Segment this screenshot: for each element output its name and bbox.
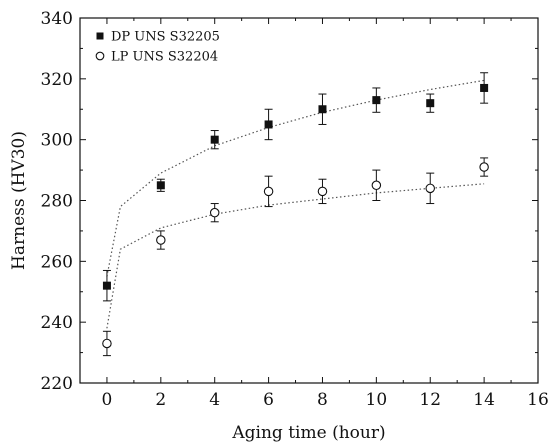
data-point xyxy=(318,105,327,114)
series-0 xyxy=(102,72,489,302)
x-tick-label: 6 xyxy=(263,390,274,410)
x-tick-label: 12 xyxy=(419,390,441,410)
legend: DP UNS S32205 LP UNS S32204 xyxy=(95,30,220,65)
data-point xyxy=(156,235,166,245)
x-tick-label: 14 xyxy=(473,390,495,410)
y-tick-label: 240 xyxy=(41,313,73,333)
x-axis: 0 2 4 6 8 10 12 14 16 xyxy=(79,18,549,410)
data-point xyxy=(426,99,435,108)
x-tick-label: 4 xyxy=(209,390,220,410)
y-tick-label: 320 xyxy=(41,70,73,90)
data-point xyxy=(264,120,273,129)
fit-curve xyxy=(106,183,485,329)
data-point xyxy=(371,180,382,191)
x-tick-label: 2 xyxy=(155,390,166,410)
x-tick-label: 10 xyxy=(366,390,388,410)
data-point xyxy=(425,183,435,194)
data-point xyxy=(102,338,112,349)
y-tick-label: 300 xyxy=(41,131,73,151)
data-point xyxy=(372,96,381,105)
x-tick-label: 8 xyxy=(317,390,328,410)
y-axis: 220 240 260 280 300 320 340 xyxy=(41,9,538,394)
data-point xyxy=(156,181,165,190)
legend-marker-dp xyxy=(96,32,104,40)
legend-entry-lp: LP UNS S32204 xyxy=(111,50,218,65)
data-point xyxy=(210,135,219,144)
y-tick-label: 280 xyxy=(41,192,73,212)
y-tick-label: 220 xyxy=(41,374,73,394)
data-point xyxy=(102,281,111,290)
y-tick-label: 260 xyxy=(41,252,73,272)
data-point xyxy=(317,186,328,197)
data-point xyxy=(479,162,489,172)
x-tick-label: 16 xyxy=(527,390,549,410)
y-tick-label: 340 xyxy=(41,9,73,29)
data-point xyxy=(209,207,220,218)
x-tick-label: 0 xyxy=(102,390,113,410)
legend-marker-lp xyxy=(95,51,105,61)
series-1 xyxy=(102,157,489,357)
y-axis-label: Harness (HV30) xyxy=(9,131,29,270)
data-point xyxy=(263,186,274,197)
legend-entry-dp: DP UNS S32205 xyxy=(111,30,220,45)
x-axis-label: Aging time (hour) xyxy=(231,423,385,443)
data-point xyxy=(480,83,489,92)
fit-curve xyxy=(106,79,485,277)
plot-area xyxy=(102,72,489,357)
